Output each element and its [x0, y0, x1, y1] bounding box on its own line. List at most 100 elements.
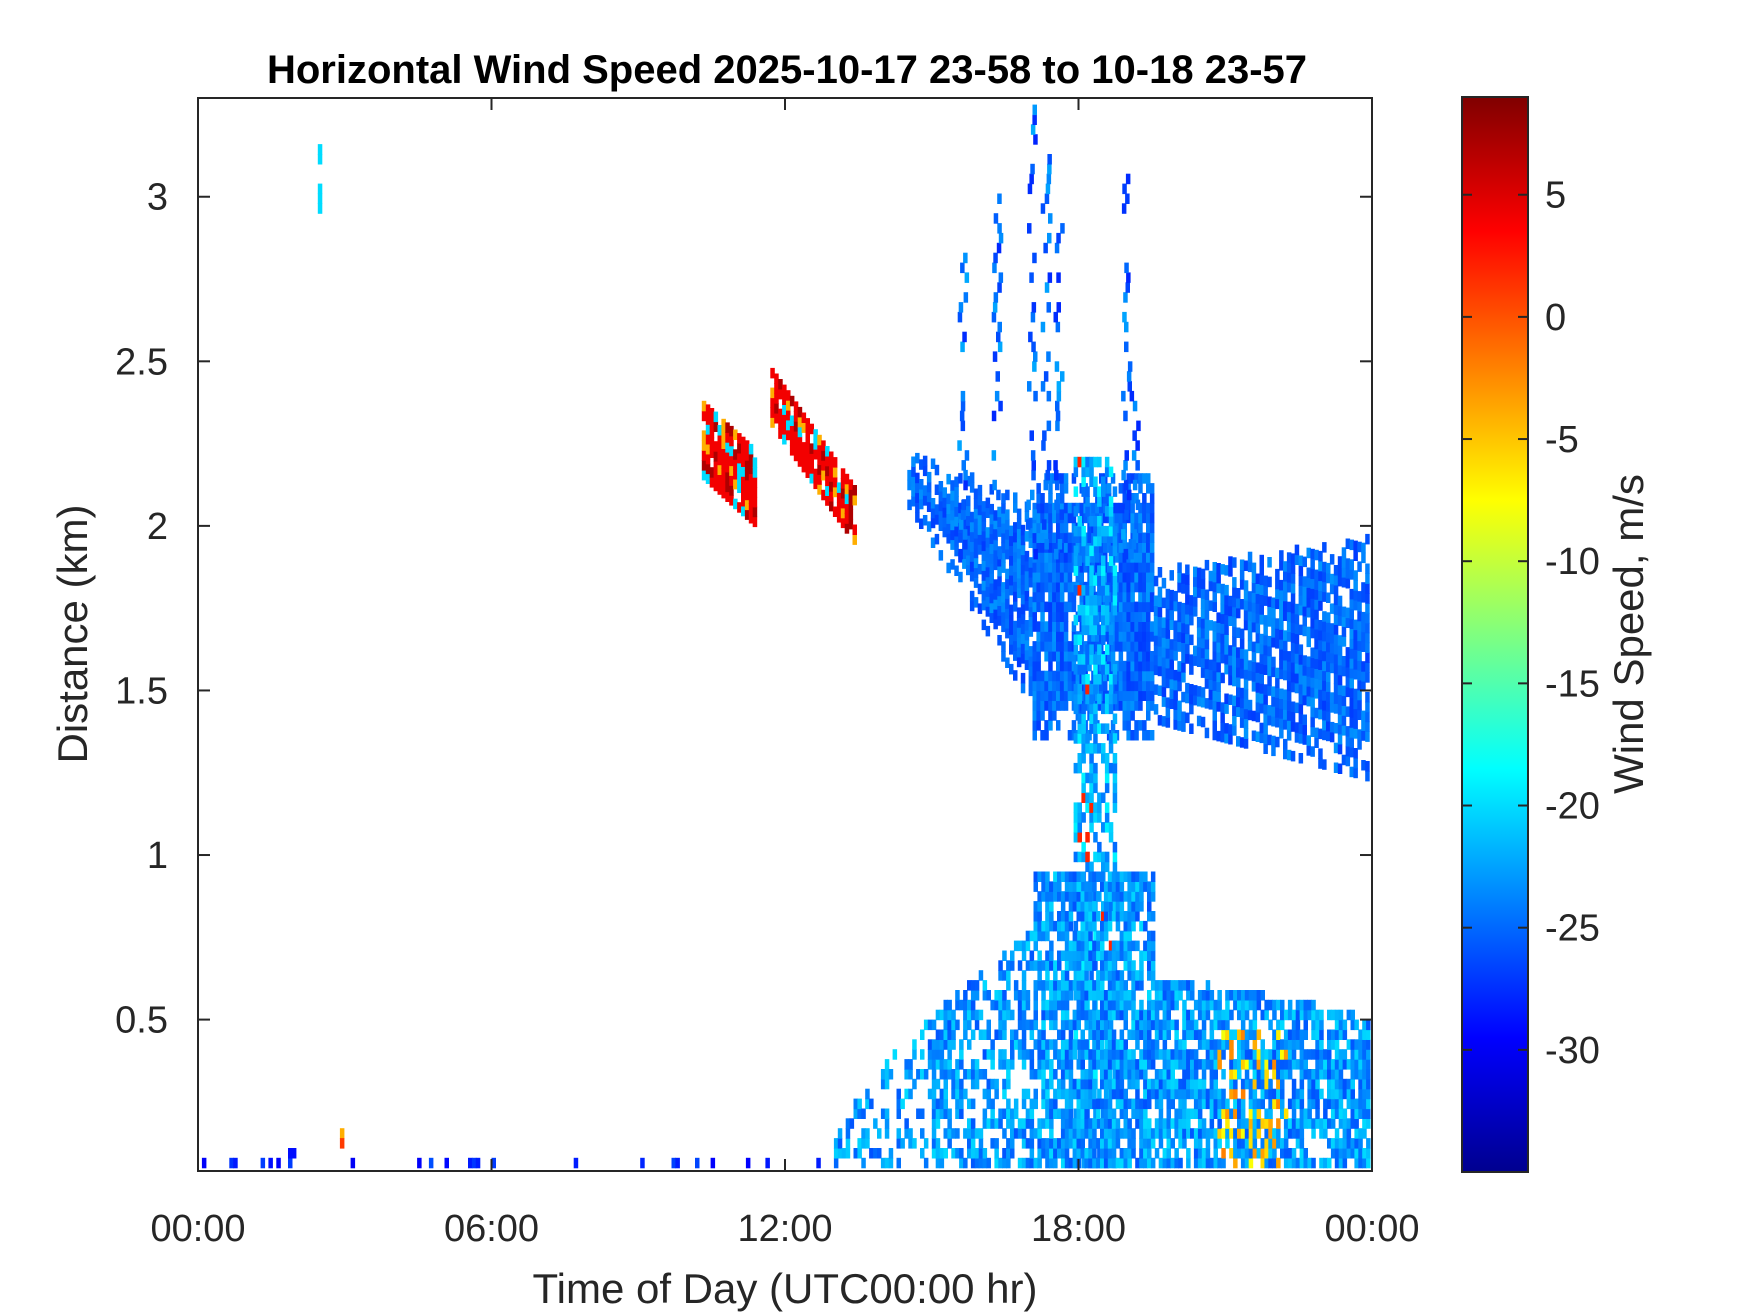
- heatmap-cell: [966, 564, 971, 576]
- heatmap-cell: [233, 1157, 238, 1169]
- heatmap-cell: [1177, 621, 1182, 633]
- heatmap-cell: [1221, 1019, 1226, 1031]
- heatmap-cell: [350, 1157, 356, 1169]
- heatmap-cell: [943, 1108, 948, 1119]
- heatmap-cell: [833, 1148, 839, 1159]
- heatmap-cell: [958, 502, 963, 514]
- heatmap-cell: [1182, 1108, 1187, 1119]
- heatmap-cell: [1028, 596, 1034, 608]
- heatmap-cell: [1294, 603, 1300, 615]
- heatmap-cell: [1310, 578, 1315, 589]
- heatmap-cell: [1088, 1088, 1093, 1100]
- heatmap-cell: [982, 990, 988, 1001]
- heatmap-cell: [1064, 1049, 1070, 1060]
- heatmap-cell: [1130, 572, 1135, 583]
- heatmap-cell: [1236, 667, 1241, 678]
- heatmap-cell: [1224, 703, 1229, 714]
- heatmap-cell: [1010, 1049, 1015, 1060]
- heatmap-cell: [1002, 1029, 1007, 1040]
- heatmap-cell: [1045, 980, 1050, 991]
- heatmap-cell: [1048, 591, 1053, 603]
- heatmap-cell: [966, 535, 971, 546]
- heatmap-cell: [1166, 1059, 1171, 1070]
- heatmap-cell: [1135, 1039, 1140, 1050]
- heatmap-cell: [1084, 1118, 1089, 1129]
- heatmap-cell: [1033, 999, 1038, 1011]
- heatmap-cell: [1150, 1157, 1156, 1169]
- heatmap-cell: [1350, 1049, 1355, 1060]
- heatmap-cell: [1080, 1078, 1085, 1090]
- heatmap-cell: [733, 478, 738, 490]
- heatmap-cell: [1075, 572, 1081, 583]
- heatmap-cell: [1182, 1049, 1187, 1060]
- heatmap-cell: [1233, 1059, 1238, 1070]
- heatmap-cell: [1123, 930, 1128, 942]
- heatmap-cell: [1310, 558, 1315, 570]
- heatmap-cell: [817, 484, 822, 495]
- heatmap-cell: [977, 484, 983, 496]
- heatmap-cell: [1268, 1049, 1273, 1060]
- heatmap-cell: [1150, 950, 1156, 961]
- heatmap-cell: [1056, 272, 1061, 283]
- heatmap-cell: [1271, 656, 1276, 668]
- heatmap-cell: [1149, 700, 1155, 711]
- heatmap-cell: [1108, 1019, 1114, 1031]
- heatmap-cell: [797, 416, 803, 428]
- heatmap-cell: [1103, 1078, 1109, 1090]
- heatmap-cell: [1322, 630, 1327, 642]
- heatmap-cell: [993, 549, 998, 561]
- heatmap-cell: [1306, 686, 1311, 697]
- heatmap-cell: [1045, 1039, 1050, 1050]
- heatmap-cell: [1044, 690, 1049, 701]
- heatmap-cell: [1337, 635, 1343, 646]
- heatmap-cell: [1060, 1069, 1066, 1080]
- heatmap-cell: [1239, 658, 1245, 669]
- heatmap-cell: [1267, 685, 1272, 696]
- heatmap-cell: [1346, 1059, 1352, 1070]
- heatmap-cell: [1193, 1019, 1199, 1031]
- x-tick-label: 00:00: [1324, 1208, 1419, 1250]
- heatmap-cell: [1118, 601, 1124, 613]
- heatmap-cell: [1115, 911, 1121, 922]
- heatmap-cell: [1182, 1098, 1187, 1110]
- heatmap-cell: [721, 428, 726, 440]
- heatmap-cell: [1193, 645, 1198, 657]
- heatmap-cell: [1139, 1157, 1144, 1169]
- heatmap-cell: [1134, 542, 1139, 553]
- heatmap-cell: [1088, 1059, 1093, 1070]
- heatmap-cell: [1052, 700, 1057, 711]
- heatmap-cell: [1279, 550, 1284, 561]
- heatmap-cell: [1236, 647, 1241, 658]
- heatmap-cell: [1077, 802, 1082, 813]
- heatmap-cell: [741, 436, 746, 448]
- heatmap-cell: [1294, 722, 1300, 733]
- heatmap-cell: [1334, 1148, 1340, 1159]
- heatmap-cell: [1294, 682, 1300, 694]
- heatmap-cell: [1052, 581, 1057, 593]
- heatmap-cell: [1115, 1128, 1121, 1139]
- heatmap-cell: [1153, 644, 1159, 656]
- heatmap-cell: [1314, 638, 1319, 650]
- heatmap-cell: [992, 529, 998, 540]
- heatmap-cell: [1291, 1019, 1297, 1031]
- heatmap-cell: [782, 384, 787, 396]
- heatmap-cell: [1290, 632, 1296, 643]
- heatmap-cell: [1096, 1098, 1101, 1110]
- heatmap-cell: [943, 1069, 948, 1080]
- heatmap-cell: [801, 442, 807, 453]
- heatmap-cell: [1233, 1108, 1238, 1119]
- heatmap-cell: [1114, 502, 1120, 514]
- heatmap-cell: [1161, 577, 1167, 589]
- heatmap-cell: [1127, 891, 1132, 902]
- heatmap-cell: [1114, 641, 1120, 652]
- heatmap-cell: [1119, 1098, 1125, 1110]
- heatmap-cell: [1158, 1029, 1164, 1040]
- heatmap-cell: [813, 478, 818, 490]
- colorbar: 50-5-10-15-20-25-30 Wind Speed, m/s: [1461, 96, 1652, 1173]
- heatmap-cell: [1283, 748, 1288, 760]
- heatmap-cell: [1006, 1098, 1011, 1110]
- heatmap-cell: [1068, 990, 1074, 1001]
- heatmap-cell: [1326, 612, 1331, 623]
- heatmap-cell: [997, 193, 1002, 204]
- heatmap-cell: [1063, 581, 1069, 593]
